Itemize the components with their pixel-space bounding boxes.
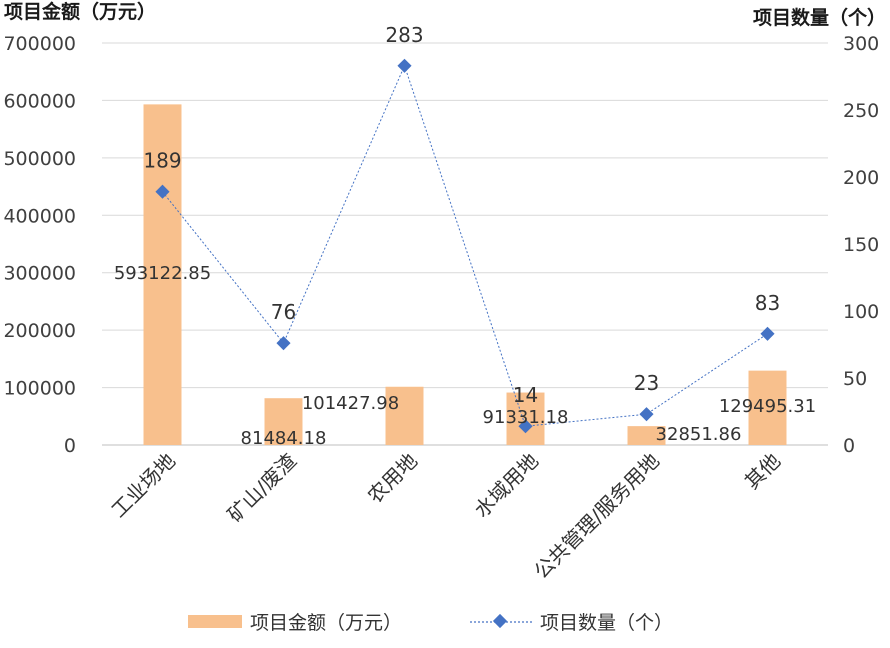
category-label: 其他 xyxy=(740,449,785,494)
right-axis-title: 项目数量（个） xyxy=(753,6,886,29)
legend-line-marker xyxy=(492,613,508,629)
bar-data-label: 32851.86 xyxy=(656,424,742,445)
bar xyxy=(385,386,424,445)
legend-line-label: 项目数量（个） xyxy=(540,612,673,634)
line-point xyxy=(760,326,775,341)
bar xyxy=(627,426,666,445)
line-data-label: 83 xyxy=(755,291,780,315)
legend-bar-label: 项目金额（万元） xyxy=(250,612,402,634)
y-right-tick: 300 xyxy=(843,33,879,55)
line-point xyxy=(639,407,654,422)
y-right-tick: 50 xyxy=(843,368,867,390)
y-left-tick: 400000 xyxy=(3,205,76,227)
y-left-tick: 300000 xyxy=(3,263,76,285)
line-point xyxy=(155,184,170,199)
category-label: 水域用地 xyxy=(469,449,543,523)
y-left-tick: 0 xyxy=(64,435,76,457)
category-label: 农用地 xyxy=(363,449,422,508)
bar-data-label: 129495.31 xyxy=(719,396,816,417)
line-data-label: 76 xyxy=(271,300,296,324)
line-point xyxy=(397,58,412,73)
line-point xyxy=(276,336,291,351)
y-right-tick: 0 xyxy=(843,435,855,457)
y-right-tick: 100 xyxy=(843,301,879,323)
gridlines xyxy=(102,42,828,446)
category-label: 矿山/废渣 xyxy=(223,449,301,527)
bar xyxy=(264,398,303,445)
category-label: 公共管理/服务用地 xyxy=(529,449,664,584)
line-data-label: 283 xyxy=(385,23,423,47)
category-label: 工业场地 xyxy=(106,449,180,523)
line-data-label: 14 xyxy=(513,383,538,407)
y-left-tick: 700000 xyxy=(3,33,76,55)
bar xyxy=(748,370,787,445)
bar xyxy=(143,104,182,445)
line-data-label: 23 xyxy=(634,371,659,395)
data-labels: 593122.85 81484.18 101427.98 91331.18 32851.… xyxy=(114,23,816,449)
bar-data-label: 593122.85 xyxy=(114,263,211,284)
count-line xyxy=(162,64,768,427)
left-axis-title: 项目金额（万元） xyxy=(4,0,156,23)
axis-ticks: 0 100000 200000 300000 400000 500000 600000 700… xyxy=(3,33,879,457)
line-point xyxy=(518,419,533,434)
bar-data-label: 101427.98 xyxy=(302,393,399,414)
line-series xyxy=(155,58,775,434)
bar xyxy=(506,392,545,445)
y-left-tick: 200000 xyxy=(3,320,76,342)
y-left-tick: 500000 xyxy=(3,148,76,170)
y-right-tick: 150 xyxy=(843,234,879,256)
bar-data-label: 81484.18 xyxy=(241,428,327,449)
legend: 项目金额（万元） 项目数量（个） xyxy=(188,612,673,634)
y-left-tick: 100000 xyxy=(3,378,76,400)
bar-series xyxy=(143,104,787,445)
line-data-label: 189 xyxy=(143,149,181,173)
bar-data-label: 91331.18 xyxy=(483,407,569,428)
y-left-tick: 600000 xyxy=(3,90,76,112)
legend-bar-swatch xyxy=(188,615,242,628)
y-right-tick: 200 xyxy=(843,167,879,189)
y-right-tick: 250 xyxy=(843,100,879,122)
